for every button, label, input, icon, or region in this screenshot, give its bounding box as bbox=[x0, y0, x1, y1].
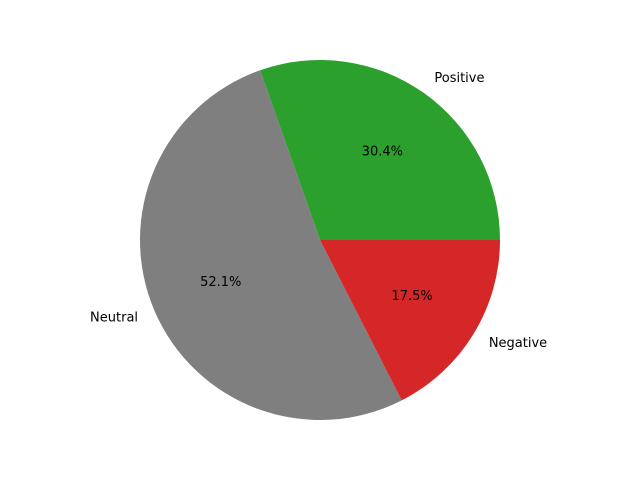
category-label-negative: Negative bbox=[489, 336, 547, 351]
pie-slice-positive bbox=[260, 60, 500, 240]
pct-label-positive: 30.4% bbox=[362, 144, 403, 159]
category-label-positive: Positive bbox=[434, 71, 484, 86]
pct-label-negative: 17.5% bbox=[391, 289, 432, 304]
pie-slices bbox=[140, 60, 500, 420]
pie-labels: 30.4% Positive 52.1% Neutral 17.5% Negative bbox=[90, 71, 547, 351]
pie-slice-neutral bbox=[140, 70, 402, 420]
pie-slice-negative bbox=[320, 240, 500, 401]
category-label-neutral: Neutral bbox=[90, 311, 138, 326]
pct-label-neutral: 52.1% bbox=[200, 275, 241, 290]
